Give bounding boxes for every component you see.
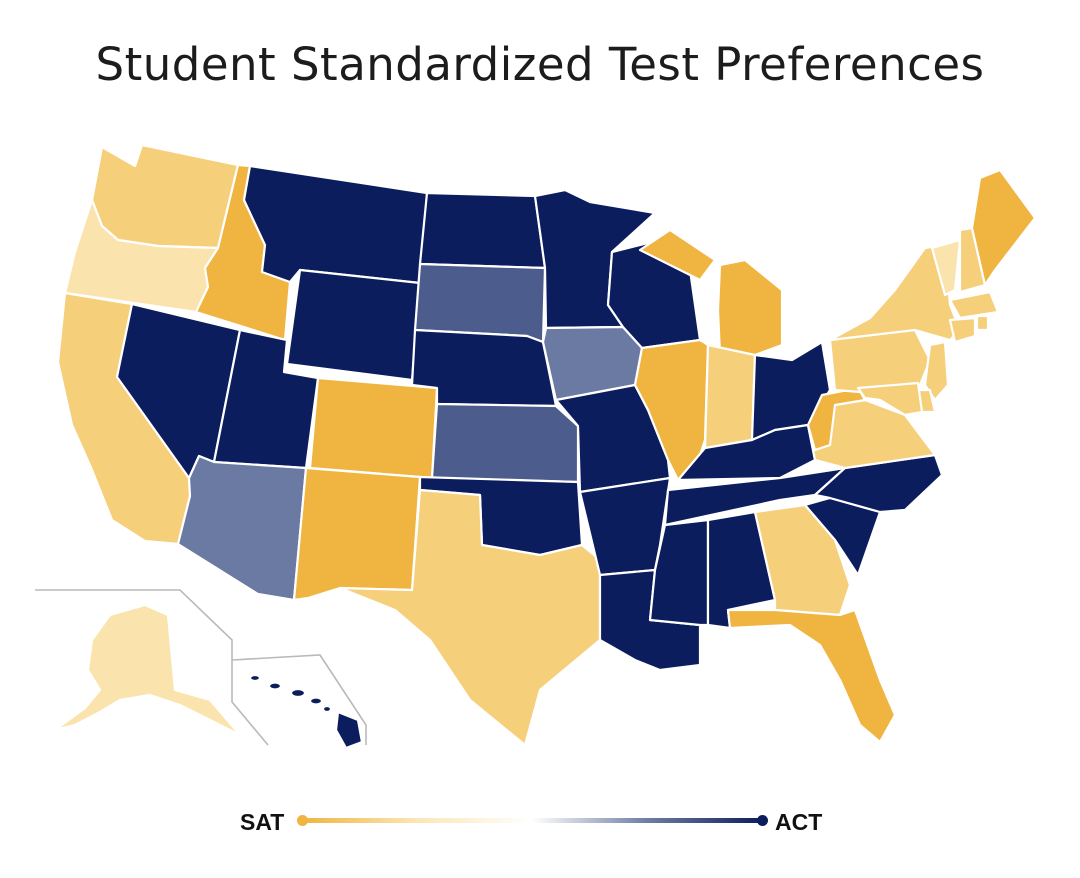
legend-endpoint-act bbox=[757, 815, 768, 826]
state-montana[interactable] bbox=[242, 164, 429, 285]
state-new-mexico[interactable] bbox=[292, 466, 422, 602]
state-rhode-island[interactable] bbox=[975, 314, 990, 332]
state-connecticut[interactable] bbox=[948, 316, 977, 344]
inset-frame-hawaii bbox=[231, 660, 269, 746]
state-west-virginia[interactable] bbox=[806, 386, 867, 452]
map-title: Student Standardized Test Preferences bbox=[95, 38, 985, 91]
state-north-dakota[interactable] bbox=[418, 191, 547, 270]
state-new-jersey[interactable] bbox=[923, 340, 950, 402]
state-kentucky[interactable] bbox=[676, 423, 817, 482]
legend-label-sat: SAT bbox=[240, 809, 285, 835]
state-maine[interactable] bbox=[970, 168, 1037, 287]
state-kansas[interactable] bbox=[430, 402, 580, 484]
state-south-carolina[interactable] bbox=[803, 496, 882, 577]
state-arizona[interactable] bbox=[176, 454, 308, 602]
state-hawaii[interactable] bbox=[248, 673, 364, 750]
state-colorado[interactable] bbox=[308, 376, 439, 480]
state-maryland[interactable] bbox=[856, 381, 924, 417]
state-florida[interactable] bbox=[726, 608, 897, 744]
inset-frame-hawaii-right bbox=[231, 654, 367, 745]
state-wyoming[interactable] bbox=[285, 268, 422, 382]
state-indiana[interactable] bbox=[703, 343, 757, 450]
legend-label-act: ACT bbox=[775, 809, 823, 835]
state-texas[interactable] bbox=[338, 488, 602, 747]
inset-frame-alaska bbox=[35, 589, 233, 660]
state-alaska[interactable] bbox=[53, 603, 242, 737]
state-michigan[interactable] bbox=[638, 228, 784, 357]
state-washington[interactable] bbox=[90, 143, 240, 250]
state-vermont[interactable] bbox=[930, 238, 962, 297]
state-massachusetts[interactable] bbox=[948, 290, 1000, 320]
legend-gradient-bar bbox=[302, 818, 762, 823]
